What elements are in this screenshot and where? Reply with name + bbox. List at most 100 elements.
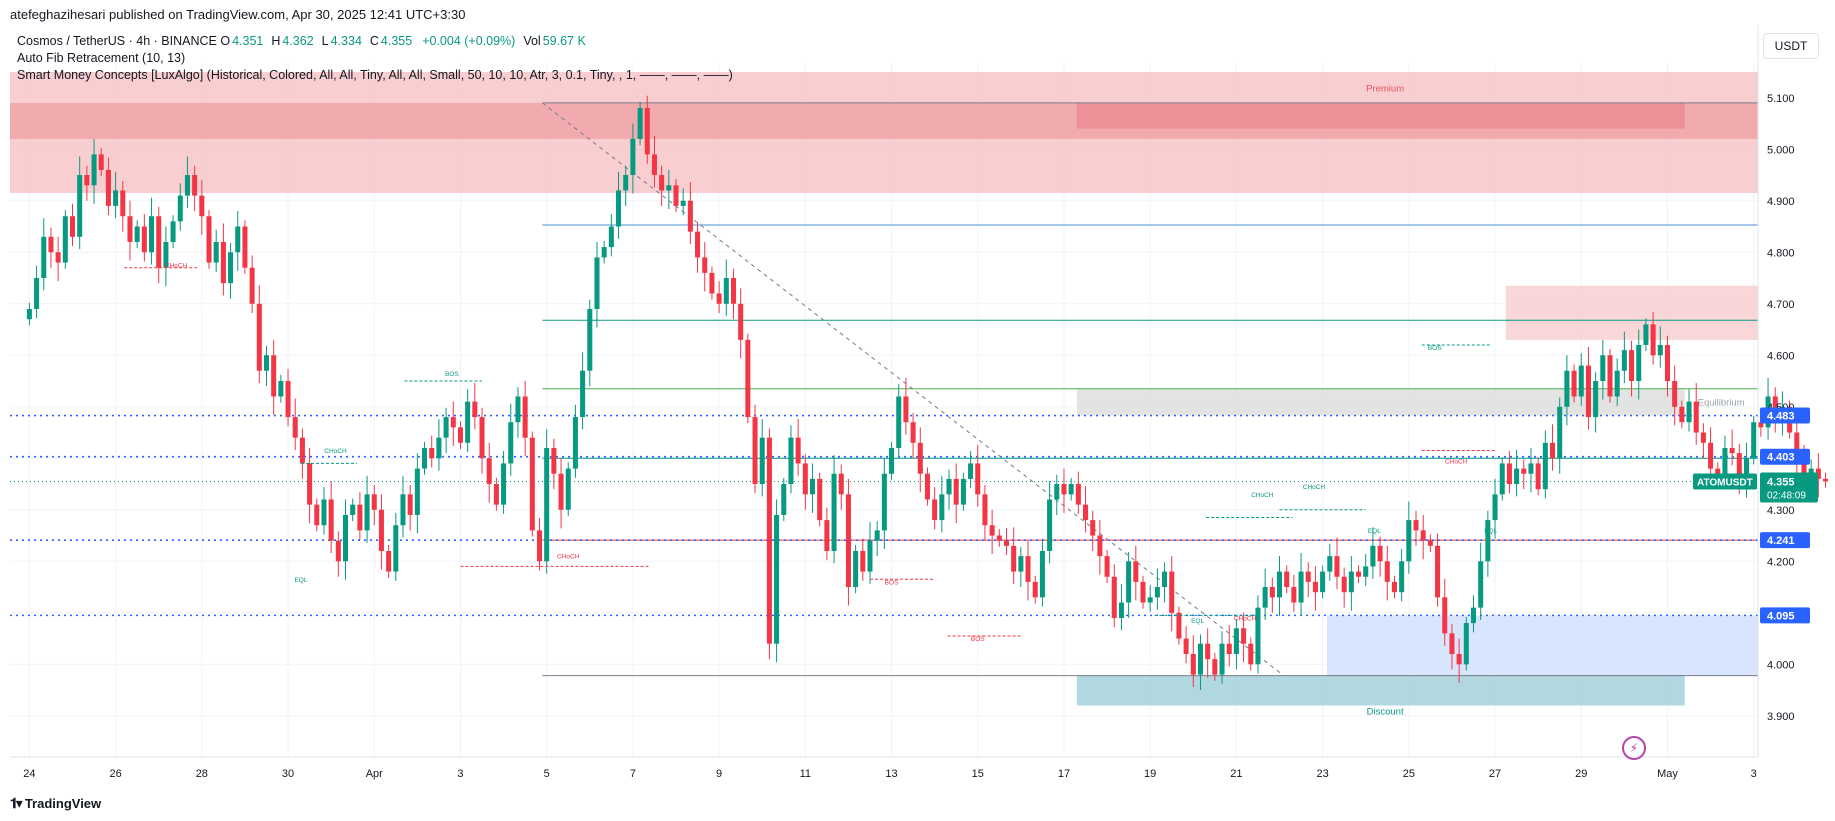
candle-body xyxy=(917,442,923,474)
candle-body xyxy=(228,252,234,284)
currency-button[interactable]: USDT xyxy=(1763,33,1819,59)
candle-body xyxy=(450,417,456,428)
candle-body xyxy=(343,514,349,562)
ohlc-label: O xyxy=(220,34,231,48)
candle-body xyxy=(924,473,930,500)
candle-body xyxy=(716,293,722,304)
candle-body xyxy=(378,509,384,551)
candle-body xyxy=(1327,556,1333,572)
candle-body xyxy=(975,463,981,495)
time-tick-label: May xyxy=(1657,768,1678,780)
candle-body xyxy=(536,530,543,562)
candle-body xyxy=(1629,350,1635,382)
candle-body xyxy=(759,437,765,485)
indicator-fib-legend[interactable]: Auto Fib Retracement (10, 13) xyxy=(17,51,186,65)
tradingview-mark-icon: 𝟏▾ xyxy=(10,795,23,811)
candle-body xyxy=(1075,484,1081,505)
candle-body xyxy=(1815,468,1821,479)
candle-body xyxy=(1736,453,1742,479)
candle-body xyxy=(457,427,463,443)
publisher-credit: atefeghazihesari published on TradingVie… xyxy=(10,7,466,22)
candle-body xyxy=(788,437,794,485)
candle-body xyxy=(1722,447,1728,479)
candle-body xyxy=(745,339,751,418)
symbol-name: Cosmos / TetherUS · 4h · BINANCE xyxy=(17,34,217,48)
ticker-badge-text: ATOMUSDT xyxy=(1697,477,1753,488)
price-axis-badge xyxy=(1760,448,1810,465)
candle-body xyxy=(896,396,902,448)
price-tick-label: 4.200 xyxy=(1767,556,1795,568)
smc-structure-label: BOS xyxy=(885,579,899,586)
candle-body xyxy=(256,303,262,371)
candle-body xyxy=(522,396,528,438)
candle-body xyxy=(515,396,521,423)
candle-body xyxy=(1593,381,1599,418)
candle-body xyxy=(1126,561,1132,603)
candle-body xyxy=(350,504,356,515)
candle-body xyxy=(1391,581,1397,593)
candle-body xyxy=(249,267,255,304)
candle-body xyxy=(1686,401,1692,423)
candle-body xyxy=(594,257,600,309)
ohlc-value: 4.334 xyxy=(330,34,362,48)
candle-body xyxy=(170,221,176,242)
smc-structure-label: CHoCH xyxy=(165,263,188,270)
tradingview-logo[interactable]: 𝟏▾ TradingView xyxy=(10,795,101,812)
candle-body xyxy=(1118,602,1124,618)
time-tick-label: 3 xyxy=(457,768,463,780)
price-axis-badge-text: 4.095 xyxy=(1767,610,1795,622)
candle-body xyxy=(874,530,880,541)
candle-body xyxy=(1693,401,1699,433)
candle-body xyxy=(982,494,988,526)
last-price-text: 4.355 xyxy=(1767,476,1795,488)
price-tick-label: 4.700 xyxy=(1767,299,1795,311)
candle-body xyxy=(443,417,449,438)
candle-body xyxy=(623,175,629,191)
candle-body xyxy=(766,437,772,644)
candle-body xyxy=(335,540,341,562)
candle-body xyxy=(1054,484,1060,500)
candle-body xyxy=(608,226,614,248)
symbol-legend[interactable]: Cosmos / TetherUS · 4h · BINANCE O 4.351 H… xyxy=(17,34,594,48)
candle-body xyxy=(84,175,90,186)
candle-body xyxy=(687,200,693,232)
candle-body xyxy=(1492,494,1498,521)
indicator-smc-legend[interactable]: Smart Money Concepts [LuxAlgo] (Historic… xyxy=(17,68,733,82)
candle-body xyxy=(1377,545,1383,562)
lightning-icon[interactable]: ⚡ xyxy=(1622,736,1646,760)
candle-body xyxy=(501,463,507,505)
candle-body xyxy=(1226,643,1232,654)
candle-body xyxy=(1183,638,1189,654)
candle-body xyxy=(1456,653,1462,665)
candle-body xyxy=(371,494,377,510)
candle-body xyxy=(465,401,471,443)
price-tick-label: 5.000 xyxy=(1767,144,1795,156)
candle-body xyxy=(1571,370,1577,397)
candle-body xyxy=(651,154,657,176)
candle-body xyxy=(1003,540,1010,546)
candle-body xyxy=(587,308,593,371)
candle-body xyxy=(695,231,701,258)
price-tick-label: 4.300 xyxy=(1767,505,1795,517)
time-tick-label: 23 xyxy=(1316,768,1328,780)
candle-body xyxy=(680,200,686,206)
smc-structure-label: CHoCH xyxy=(1303,484,1326,491)
time-tick-label: Apr xyxy=(366,768,383,780)
candle-body xyxy=(213,241,219,263)
ticker-badge xyxy=(1693,473,1757,490)
candle-body xyxy=(120,190,126,217)
ohlc-label: L xyxy=(321,34,329,48)
candle-body xyxy=(723,278,729,304)
price-axis-badge xyxy=(1760,532,1810,549)
candle-body xyxy=(1823,478,1829,482)
candle-body xyxy=(802,463,808,495)
time-tick-label: 3 xyxy=(1751,768,1757,780)
time-tick-label: 21 xyxy=(1230,768,1242,780)
discount-order-block xyxy=(1076,675,1685,706)
ohlc-value: 4.362 xyxy=(282,34,314,48)
time-tick-label: 9 xyxy=(716,768,722,780)
candle-body xyxy=(910,422,916,443)
candle-body xyxy=(472,401,478,418)
candle-body xyxy=(1772,396,1778,418)
